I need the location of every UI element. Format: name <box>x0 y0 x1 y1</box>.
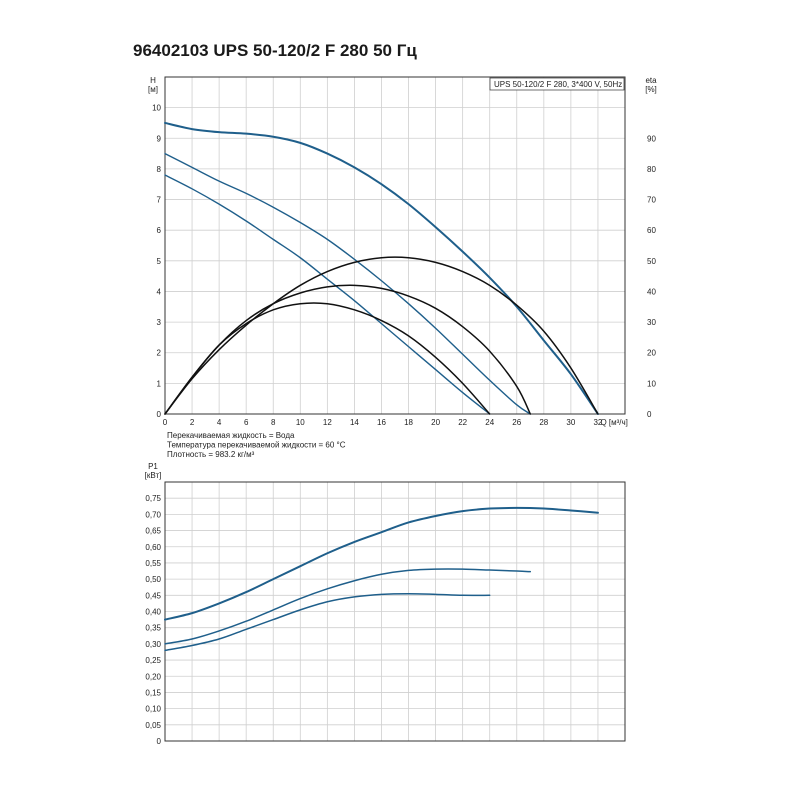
x-tick-label: 6 <box>244 418 249 427</box>
y2-tick-label: 40 <box>647 287 656 296</box>
x-tick-label: 26 <box>512 418 521 427</box>
y-tick-label: 5 <box>157 257 162 266</box>
y-tick-label: 0,35 <box>145 624 161 633</box>
y-axis-unit: [м] <box>148 85 158 94</box>
power-panel: 0 0,05 0,10 0,15 0,20 0,25 0,30 0,35 0,40 0,45 0,5… <box>145 462 626 746</box>
y2-tick-label: 30 <box>647 318 656 327</box>
y-axis-label: H <box>150 76 156 85</box>
fluid-note: Плотность = 983.2 кг/м³ <box>167 450 255 459</box>
y-tick-label: 0,60 <box>145 543 161 552</box>
y-tick-label: 1 <box>157 379 162 388</box>
x-axis-label: Q [м³/ч] <box>600 418 627 427</box>
y-tick-label: 0,15 <box>145 688 161 697</box>
x-tick-label: 10 <box>296 418 305 427</box>
x-tick-label: 20 <box>431 418 440 427</box>
x-tick-label: 16 <box>377 418 386 427</box>
head-curve <box>164 152 531 415</box>
y2-tick-label: 70 <box>647 196 656 205</box>
y-axis-label: P1 <box>148 462 158 471</box>
y2-tick-label: 80 <box>647 165 656 174</box>
y-tick-label: 0,20 <box>145 672 161 681</box>
y2-tick-label: 10 <box>647 379 656 388</box>
legend-text: UPS 50-120/2 F 280, 3*400 V, 50Hz <box>494 80 622 89</box>
y2-tick-label: 0 <box>647 410 652 419</box>
y-tick-label: 0,75 <box>145 494 161 503</box>
y-tick-label: 0,55 <box>145 559 161 568</box>
y-tick-label: 0,45 <box>145 591 161 600</box>
y-tick-label: 0 <box>157 737 162 746</box>
x-tick-label: 32 <box>593 418 602 427</box>
y-tick-label: 6 <box>157 226 162 235</box>
legend-box <box>489 77 625 91</box>
y-tick-label: 0,65 <box>145 527 161 536</box>
x-tick-label: 28 <box>539 418 548 427</box>
y-axis-unit: [кВт] <box>145 471 162 480</box>
power-curve <box>164 592 491 652</box>
head-efficiency-panel: 0 2 4 6 8 10 12 14 16 18 20 22 24 26 28 30 32Q [м³/ч]012… <box>148 76 657 459</box>
y2-tick-label: 90 <box>647 134 656 143</box>
y2-axis-label: eta <box>645 76 657 85</box>
y2-tick-label: 60 <box>647 226 656 235</box>
y-tick-label: 7 <box>157 196 162 205</box>
y-tick-label: 0 <box>157 410 162 419</box>
head-curve <box>164 174 491 415</box>
power-curve <box>164 568 532 645</box>
x-tick-label: 14 <box>350 418 359 427</box>
x-tick-label: 8 <box>271 418 276 427</box>
y-tick-label: 10 <box>152 104 161 113</box>
y-tick-label: 3 <box>157 318 162 327</box>
plot-frame <box>164 76 626 415</box>
x-tick-label: 30 <box>566 418 575 427</box>
y-tick-label: 9 <box>157 134 162 143</box>
power-curve <box>164 506 599 621</box>
x-tick-label: 22 <box>458 418 467 427</box>
head-curve <box>164 121 599 415</box>
y-tick-label: 0,25 <box>145 656 161 665</box>
fluid-note: Температура перекачиваемой жидкости = 60… <box>167 441 346 450</box>
efficiency-curve <box>164 256 599 415</box>
y-tick-label: 0,05 <box>145 721 161 730</box>
x-tick-label: 12 <box>323 418 332 427</box>
y-tick-label: 2 <box>157 349 162 358</box>
y2-tick-label: 20 <box>647 349 656 358</box>
y-tick-label: 0,30 <box>145 640 161 649</box>
x-tick-label: 4 <box>217 418 222 427</box>
x-tick-label: 2 <box>190 418 195 427</box>
y2-axis-unit: [%] <box>645 85 657 94</box>
y2-tick-label: 50 <box>647 257 656 266</box>
y-tick-label: 0,10 <box>145 705 161 714</box>
y-tick-label: 0,70 <box>145 510 161 519</box>
x-tick-label: 24 <box>485 418 494 427</box>
x-tick-label: 18 <box>404 418 413 427</box>
y-tick-label: 8 <box>157 165 162 174</box>
fluid-note: Перекачиваемая жидкость = Вода <box>167 431 295 440</box>
y-tick-label: 0,40 <box>145 608 161 617</box>
y-tick-label: 4 <box>157 287 162 296</box>
y-tick-label: 0,50 <box>145 575 161 584</box>
x-tick-label: 0 <box>163 418 168 427</box>
page-title: 96402103 UPS 50-120/2 F 280 50 Гц <box>133 41 417 60</box>
efficiency-curve <box>164 302 491 415</box>
plot-frame <box>164 481 626 742</box>
